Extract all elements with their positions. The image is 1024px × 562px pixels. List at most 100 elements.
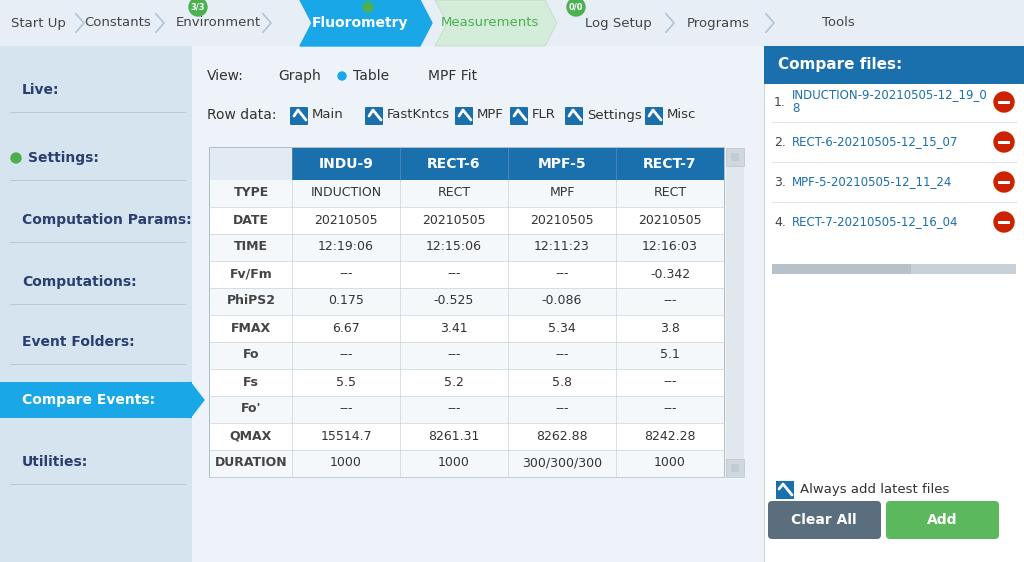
FancyBboxPatch shape	[290, 107, 308, 125]
Bar	[210, 207, 292, 234]
Text: 20210505: 20210505	[314, 214, 378, 226]
Bar	[292, 180, 400, 207]
Bar	[508, 369, 616, 396]
Text: Fo': Fo'	[241, 402, 261, 415]
Bar	[292, 234, 400, 261]
Text: Fv/Fm: Fv/Fm	[229, 268, 272, 280]
Bar	[508, 234, 616, 261]
Text: Always add latest files: Always add latest files	[800, 483, 949, 496]
Text: 15514.7: 15514.7	[321, 429, 372, 442]
Bar	[0, 382, 193, 418]
Bar	[778, 264, 785, 274]
Text: Utilities:: Utilities:	[22, 455, 88, 469]
Bar	[508, 207, 616, 234]
Bar	[292, 369, 400, 396]
Text: ---: ---	[555, 402, 568, 415]
Bar	[820, 264, 827, 274]
Circle shape	[567, 0, 585, 16]
Text: 8: 8	[792, 102, 800, 116]
Text: ---: ---	[339, 268, 352, 280]
Bar	[400, 315, 508, 342]
Bar	[814, 264, 821, 274]
Text: 1.: 1.	[774, 96, 785, 108]
Bar	[616, 315, 724, 342]
Text: FMAX: FMAX	[231, 321, 271, 334]
Circle shape	[189, 0, 207, 16]
Text: 5.5: 5.5	[336, 375, 356, 388]
FancyBboxPatch shape	[886, 501, 999, 539]
Text: ---: ---	[555, 348, 568, 361]
Text: Table: Table	[353, 69, 389, 83]
Bar	[898, 264, 905, 274]
Text: RECT: RECT	[437, 187, 471, 200]
Bar	[210, 288, 292, 315]
Bar	[210, 396, 292, 423]
Bar	[400, 369, 508, 396]
Text: ---: ---	[664, 294, 677, 307]
Text: MPF: MPF	[477, 108, 504, 121]
Bar	[400, 342, 508, 369]
FancyBboxPatch shape	[645, 107, 663, 125]
Text: MPF: MPF	[549, 187, 574, 200]
Bar	[292, 342, 400, 369]
Text: 1000: 1000	[438, 456, 470, 469]
Text: RECT-7: RECT-7	[643, 157, 696, 171]
Text: INDU-9: INDU-9	[318, 157, 374, 171]
Text: Computations:: Computations:	[22, 275, 136, 289]
Polygon shape	[190, 382, 204, 418]
Text: 5.2: 5.2	[444, 375, 464, 388]
Text: Fo: Fo	[243, 348, 259, 361]
Text: Fluorometry: Fluorometry	[311, 16, 409, 30]
Bar	[731, 153, 739, 161]
Text: TYPE: TYPE	[233, 187, 268, 200]
Bar	[400, 288, 508, 315]
Text: RECT-6: RECT-6	[427, 157, 480, 171]
Bar	[616, 369, 724, 396]
Bar	[844, 264, 851, 274]
Bar	[790, 264, 797, 274]
Text: 4.: 4.	[774, 215, 785, 229]
Text: QMAX: QMAX	[229, 429, 272, 442]
Bar	[764, 46, 1024, 84]
Text: INDUCTION: INDUCTION	[310, 187, 382, 200]
Bar	[998, 180, 1010, 184]
Text: 1000: 1000	[330, 456, 361, 469]
Text: ---: ---	[339, 348, 352, 361]
Text: Start Up: Start Up	[10, 16, 66, 29]
Bar	[862, 264, 869, 274]
Text: RECT: RECT	[653, 187, 686, 200]
Text: 300/300/300: 300/300/300	[522, 456, 602, 469]
Bar	[210, 315, 292, 342]
FancyBboxPatch shape	[565, 107, 583, 125]
Circle shape	[338, 72, 346, 80]
Bar	[998, 101, 1010, 103]
Bar	[508, 180, 616, 207]
Text: Graph: Graph	[278, 69, 321, 83]
Text: 8242.28: 8242.28	[644, 429, 695, 442]
Bar	[850, 264, 857, 274]
Bar	[292, 315, 400, 342]
Text: Measurements: Measurements	[440, 16, 540, 29]
Bar	[764, 46, 1024, 562]
Text: -0.086: -0.086	[542, 294, 583, 307]
Text: RECT-6-20210505-12_15_07: RECT-6-20210505-12_15_07	[792, 135, 958, 148]
Bar	[616, 288, 724, 315]
Text: 20210505: 20210505	[422, 214, 485, 226]
Bar	[0, 0, 1024, 46]
Text: INDUCTION-9-20210505-12_19_0: INDUCTION-9-20210505-12_19_0	[792, 88, 988, 102]
Text: Constants: Constants	[85, 16, 152, 29]
Circle shape	[994, 92, 1014, 112]
Bar	[726, 148, 744, 477]
Bar	[856, 264, 863, 274]
Text: 12:19:06: 12:19:06	[318, 241, 374, 253]
Bar	[210, 369, 292, 396]
Bar	[400, 148, 508, 180]
Text: DATE: DATE	[233, 214, 269, 226]
Bar	[210, 450, 292, 477]
Bar	[726, 459, 744, 477]
Text: 5.34: 5.34	[548, 321, 575, 334]
Bar	[292, 450, 400, 477]
Bar	[292, 261, 400, 288]
Bar	[880, 264, 887, 274]
Text: Computation Params:: Computation Params:	[22, 213, 191, 227]
